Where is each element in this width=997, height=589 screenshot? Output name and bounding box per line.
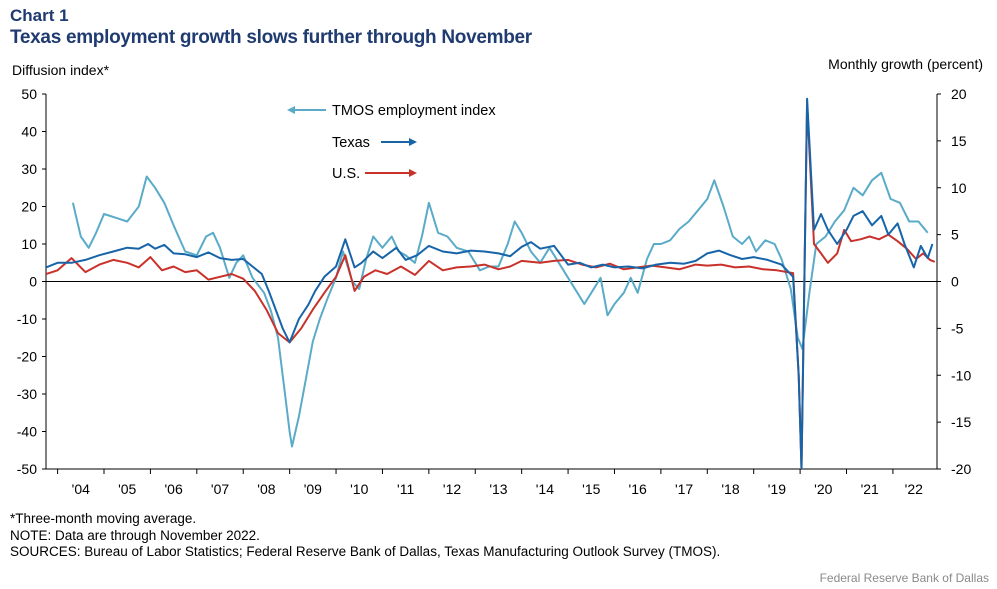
- legend-texas-label: Texas: [332, 135, 370, 151]
- x-tick-label: '16: [629, 481, 647, 497]
- left-tick-label: -40: [17, 424, 37, 440]
- legend-texas-arrowhead: [409, 138, 417, 146]
- left-tick-label: -20: [17, 349, 37, 365]
- x-tick-label: '11: [397, 481, 414, 497]
- right-tick-label: 0: [951, 274, 959, 290]
- x-tick-label: '04: [72, 481, 90, 497]
- series-lines: [46, 97, 936, 469]
- right-tick-label: 20: [951, 86, 967, 102]
- right-tick-label: -10: [951, 367, 971, 383]
- legend-us-label: U.S.: [332, 166, 360, 182]
- left-tick-label: 40: [21, 124, 37, 140]
- legend-tmos-arrowhead: [287, 106, 295, 114]
- right-tick-label: -5: [951, 320, 964, 336]
- x-tick-label: '20: [814, 481, 832, 497]
- series-line-tmos-employment-index: [71, 171, 929, 448]
- legend: TMOS employment index Texas U.S.: [287, 103, 496, 182]
- x-tick-label: '22: [905, 481, 923, 497]
- x-tick-label: '15: [582, 481, 600, 497]
- left-tick-label: 20: [21, 199, 37, 215]
- x-tick-label: '10: [350, 481, 368, 497]
- series-line-u-s: [46, 102, 936, 469]
- right-tick-label: 15: [951, 133, 967, 149]
- left-tick-label: 30: [21, 161, 37, 177]
- right-axis-unit-label: Monthly growth (percent): [828, 56, 983, 72]
- x-tick-label: '18: [721, 481, 739, 497]
- x-tick-label: '12: [443, 481, 461, 497]
- x-tick-label: '09: [304, 481, 322, 497]
- chart-title: Texas employment growth slows further th…: [10, 27, 532, 48]
- left-tick-label: -30: [17, 386, 37, 402]
- legend-tmos-label: TMOS employment index: [332, 103, 496, 119]
- footnote-data-through: NOTE: Data are through November 2022.: [10, 527, 260, 543]
- x-tick-label: '17: [675, 481, 693, 497]
- x-tick-label: '08: [257, 481, 275, 497]
- left-tick-label: 10: [21, 236, 37, 252]
- legend-us-arrowhead: [409, 169, 417, 177]
- x-tick-label: '21: [861, 481, 879, 497]
- x-tick-label: '19: [768, 481, 786, 497]
- left-tick-label: -10: [17, 311, 37, 327]
- x-tick-label: '07: [211, 481, 229, 497]
- right-tick-label: 5: [951, 227, 959, 243]
- right-tick-label: -20: [951, 461, 971, 477]
- right-tick-label: -15: [951, 414, 971, 430]
- x-tick-label: '14: [536, 481, 554, 497]
- left-tick-label: -50: [17, 461, 37, 477]
- left-tick-label: 0: [29, 274, 37, 290]
- axes: 50403020100-10-20-30-40-5020151050-5-10-…: [17, 86, 972, 497]
- footnotes: *Three-month moving average. NOTE: Data …: [10, 511, 720, 561]
- credit-line: Federal Reserve Bank of Dallas: [819, 571, 989, 585]
- x-tick-label: '05: [118, 481, 136, 497]
- right-tick-label: 10: [951, 180, 967, 196]
- x-tick-label: '13: [489, 481, 507, 497]
- left-axis-unit-label: Diffusion index*: [12, 62, 110, 78]
- footnote-moving-average: *Three-month moving average.: [10, 511, 197, 526]
- x-tick-label: '06: [164, 481, 182, 497]
- left-tick-label: 50: [21, 86, 37, 102]
- series-line-texas: [46, 97, 934, 469]
- footnote-sources: SOURCES: Bureau of Labor Statistics; Fed…: [10, 544, 721, 559]
- chart-label: Chart 1: [10, 6, 69, 25]
